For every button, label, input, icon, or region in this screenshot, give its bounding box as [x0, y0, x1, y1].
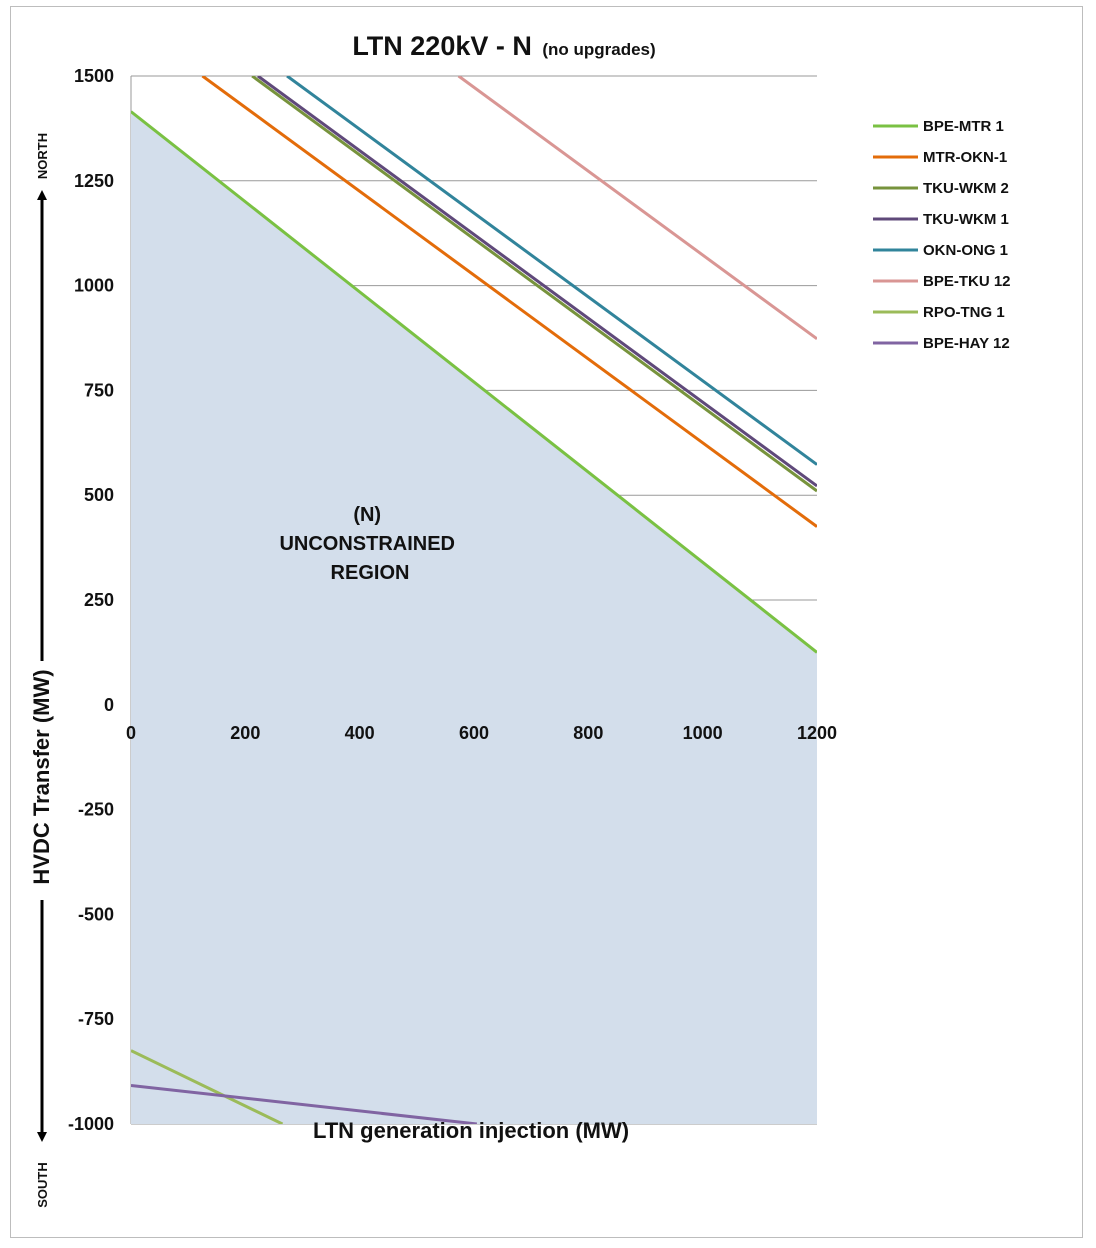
region-label: (N) UNCONSTRAINED REGION: [279, 504, 460, 584]
legend-label: OKN-ONG 1: [923, 242, 1008, 259]
chart: 1500 1250 1000 750 500 250 0 -250 -500 -750 -1000 0…: [29, 31, 1011, 1208]
legend-label: BPE-HAY 12: [923, 335, 1010, 352]
region-label-line-3: REGION: [331, 562, 410, 584]
y-tick-label: 1250: [74, 171, 114, 191]
y-tick-label: 500: [84, 485, 114, 505]
legend-item: MTR-OKN-1: [873, 149, 1007, 166]
legend-item: RPO-TNG 1: [873, 304, 1005, 321]
y-tick-label: -750: [78, 1009, 114, 1029]
series-line-bpe-hay-12: [131, 1083, 478, 1124]
series-line-tku-wkm-2: [251, 76, 817, 493]
x-tick-label: 600: [459, 723, 489, 743]
legend-label: TKU-WKM 1: [923, 211, 1009, 228]
y-tick-label: 0: [104, 695, 114, 715]
y-tick-label: 750: [84, 380, 114, 400]
series-line-okn-ong-1: [286, 76, 817, 466]
x-tick-label: 800: [573, 723, 603, 743]
legend-label: BPE-TKU 12: [923, 273, 1011, 290]
y-tick-label: -250: [78, 800, 114, 820]
tick-labels: 1500 1250 1000 750 500 250 0 -250 -500 -750 -1000 0…: [68, 66, 837, 1134]
legend-label: MTR-OKN-1: [923, 149, 1007, 166]
series-line-tku-wkm-1: [257, 76, 817, 488]
region-label-line-2: UNCONSTRAINED: [279, 533, 455, 555]
legend: BPE-MTR 1 MTR-OKN-1 TKU-WKM 2 TKU-WKM 1 OKN-…: [873, 118, 1011, 352]
legend-label: BPE-MTR 1: [923, 118, 1004, 135]
legend-item: TKU-WKM 1: [873, 211, 1009, 228]
x-tick-label: 1200: [797, 723, 837, 743]
series-line-rpo-tng-1: [131, 1049, 284, 1124]
x-tick-label: 400: [345, 723, 375, 743]
y-axis-label: HVDC Transfer (MW): [29, 669, 54, 884]
chart-frame: 1500 1250 1000 750 500 250 0 -250 -500 -750 -1000 0…: [10, 6, 1083, 1238]
y-tick-label: 1000: [74, 276, 114, 296]
legend-item: OKN-ONG 1: [873, 242, 1008, 259]
series-line-bpe-tku-12: [457, 76, 817, 341]
y-tick-label: 250: [84, 590, 114, 610]
series-lines: [131, 76, 817, 1124]
north-label: NORTH: [35, 133, 50, 179]
legend-item: TKU-WKM 2: [873, 180, 1009, 197]
series-line-bpe-mtr-1: [131, 110, 817, 654]
chart-title: LTN 220kV - N (no upgrades): [352, 31, 655, 61]
x-tick-label: 0: [126, 723, 136, 743]
unconstrained-region-area: [131, 111, 817, 1124]
legend-item: BPE-HAY 12: [873, 335, 1010, 352]
legend-label: RPO-TNG 1: [923, 304, 1005, 321]
x-tick-label: 1000: [683, 723, 723, 743]
south-label: SOUTH: [35, 1162, 50, 1208]
y-tick-label: -500: [78, 904, 114, 924]
y-tick-label: -1000: [68, 1114, 114, 1134]
x-tick-label: 200: [230, 723, 260, 743]
legend-item: BPE-MTR 1: [873, 118, 1004, 135]
legend-item: BPE-TKU 12: [873, 273, 1011, 290]
region-label-line-1: (N): [353, 504, 381, 526]
unconstrained-region: [131, 111, 817, 1124]
series-line-mtr-okn-1: [201, 76, 817, 528]
legend-label: TKU-WKM 2: [923, 180, 1009, 197]
y-tick-label: 1500: [74, 66, 114, 86]
x-axis-label: LTN generation injection (MW): [313, 1118, 629, 1143]
